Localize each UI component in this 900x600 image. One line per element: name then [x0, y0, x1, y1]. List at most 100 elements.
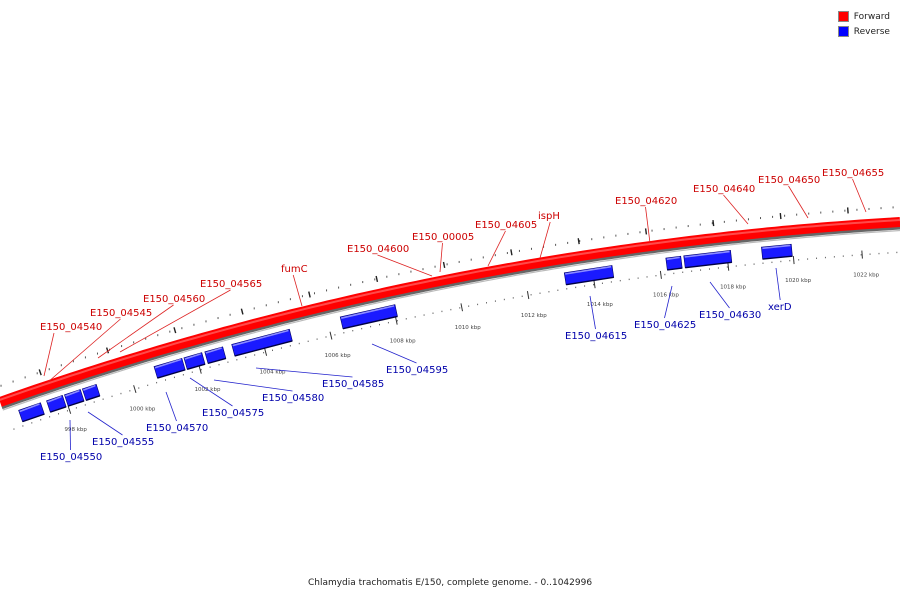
- ruler-dot: [441, 310, 443, 313]
- forward-leader: [539, 221, 551, 259]
- ruler-dot: [218, 363, 220, 366]
- ruler-dot: [486, 302, 488, 304]
- legend: Forward Reverse: [837, 9, 890, 39]
- gene-highlight: [65, 389, 80, 397]
- forward-leader: [788, 185, 809, 219]
- gene-shadow: [685, 261, 732, 269]
- ruler-tick: [395, 316, 398, 325]
- forward-gene-label: E150_04605: [475, 220, 537, 231]
- minor-tick: [96, 352, 98, 355]
- ruler-dot: [691, 270, 693, 272]
- ruler-dot: [22, 425, 24, 427]
- ruler-dot: [637, 277, 639, 279]
- ruler-dot: [93, 401, 95, 403]
- reverse-gene-label: E150_04630: [699, 310, 761, 321]
- ruler-tick-label: 1000 kbp: [130, 406, 156, 412]
- minor-tick: [374, 278, 376, 281]
- minor-tick: [675, 226, 677, 229]
- gene-shadow: [234, 340, 293, 357]
- minor-tick: [591, 238, 593, 241]
- gene-shadow: [22, 413, 45, 423]
- ruler-dot: [673, 272, 675, 275]
- forward-leader: [645, 206, 651, 244]
- gene-shadow: [762, 255, 793, 260]
- minor-tick: [301, 295, 303, 298]
- ruler-dot: [646, 276, 648, 278]
- minor-tick: [735, 219, 737, 222]
- ruler-dot: [165, 379, 167, 381]
- forward-gene-label: E150_04600: [347, 244, 409, 255]
- legend-item-forward: Forward: [837, 9, 890, 24]
- ruler-dot: [13, 428, 15, 430]
- gene-highlight: [184, 353, 202, 360]
- minor-tick: [892, 206, 894, 209]
- gene-shadow: [667, 267, 683, 271]
- minor-tick: [229, 313, 231, 316]
- gene-shadow: [342, 315, 398, 330]
- ruler-dot: [423, 314, 425, 316]
- ruler-dot: [182, 374, 184, 376]
- minor-tick: [446, 263, 448, 266]
- ruler-dot: [628, 278, 630, 281]
- ruler-dot: [575, 286, 577, 289]
- reverse-leader: [775, 267, 781, 301]
- minor-tick: [868, 207, 870, 210]
- reverse-gene-label: E150_04555: [92, 437, 154, 448]
- reverse-leader: [87, 411, 123, 436]
- ruler-tick-label: 1016 kbp: [653, 293, 679, 299]
- ruler-dot: [619, 279, 621, 282]
- minor-tick: [760, 217, 762, 220]
- minor-tick: [458, 260, 460, 263]
- ruler-dot: [58, 413, 60, 415]
- minor-tick: [784, 214, 786, 217]
- reverse-gene-label: E150_04570: [146, 423, 208, 434]
- ruler-dot: [717, 267, 719, 269]
- ruler-dot: [227, 361, 229, 363]
- ruler-tick-label: 1018 kbp: [720, 285, 746, 291]
- ruler-dot: [40, 419, 42, 421]
- ruler-dot: [263, 351, 265, 354]
- gene-shadow: [67, 400, 85, 407]
- minor-tick: [36, 372, 38, 375]
- forward-gene-label: E150_04560: [143, 294, 205, 305]
- ruler-dot: [584, 285, 586, 287]
- ruler-dot: [245, 356, 247, 359]
- minor-tick: [362, 281, 364, 284]
- ruler-tick: [264, 347, 268, 356]
- ruler-dot: [49, 416, 51, 418]
- ruler-dot: [744, 264, 746, 266]
- ruler-dot: [396, 320, 398, 322]
- ruler-tick-label: 1020 kbp: [785, 278, 811, 284]
- ruler-dot: [610, 281, 612, 283]
- ruler-dot: [352, 329, 354, 332]
- minor-tick: [410, 270, 412, 273]
- gene-shadow: [207, 357, 227, 365]
- forward-leader: [852, 178, 867, 213]
- minor-tick: [386, 275, 388, 278]
- forward-strand: [0, 217, 900, 407]
- minor-tick: [422, 268, 424, 271]
- ruler-tick: [861, 250, 863, 259]
- ruler-dot: [173, 376, 175, 379]
- gene-highlight: [565, 265, 612, 275]
- ruler-dot: [503, 298, 505, 301]
- major-tick: [308, 291, 311, 298]
- major-tick: [442, 261, 446, 268]
- ruler-tick: [593, 280, 596, 289]
- ruler-tick: [133, 385, 137, 394]
- ruler-dot: [387, 321, 389, 324]
- reverse-swatch: [837, 26, 849, 37]
- minor-tick: [470, 258, 472, 261]
- reverse-leader: [165, 391, 177, 422]
- ruler-dot: [477, 303, 479, 306]
- reverse-gene-label: E150_04585: [322, 379, 384, 390]
- legend-item-reverse: Reverse: [837, 24, 890, 39]
- minor-tick: [663, 228, 665, 231]
- ruler-tick-label: 1014 kbp: [587, 302, 613, 308]
- ruler-dot: [896, 251, 898, 254]
- forward-gene-label: E150_04565: [200, 279, 262, 290]
- ruler-dot: [307, 340, 309, 343]
- forward-swatch: [837, 11, 849, 22]
- major-tick: [779, 213, 782, 220]
